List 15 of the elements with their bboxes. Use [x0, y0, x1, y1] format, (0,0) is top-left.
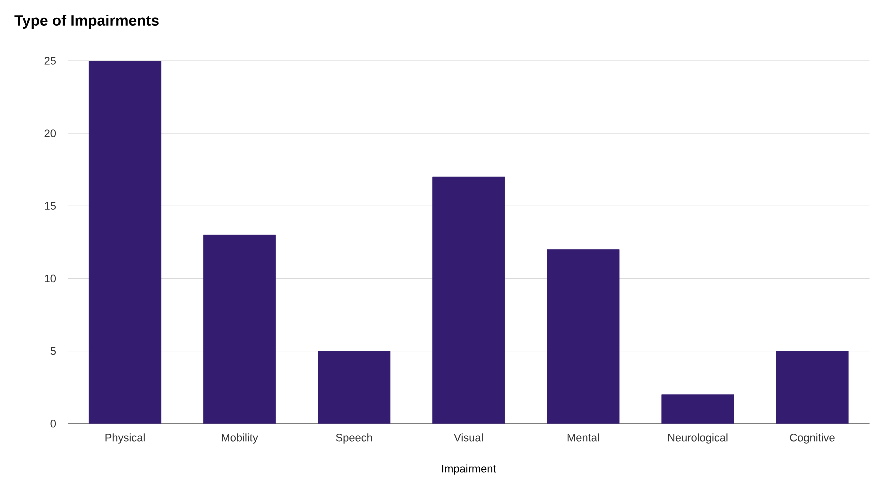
x-tick-label: Neurological: [668, 434, 728, 444]
y-tick-label: 15: [45, 202, 56, 210]
chart-title: Type of Impairments: [14, 15, 159, 30]
y-tick-label: 0: [50, 420, 56, 428]
y-tick-label: 10: [45, 274, 56, 283]
x-axis-title: Impairment: [442, 464, 496, 475]
x-tick-label: Visual: [454, 434, 483, 442]
x-tick-label: Mobility: [222, 434, 258, 444]
y-tick-label: 25: [44, 57, 56, 65]
x-tick-label: Mental: [568, 434, 600, 442]
x-tick-label: Speech: [336, 434, 372, 444]
y-tick-label: 5: [50, 348, 56, 356]
x-tick-label: Cognitive: [790, 434, 835, 444]
y-tick-label: 20: [44, 130, 56, 138]
x-tick-label: Physical: [106, 434, 145, 444]
